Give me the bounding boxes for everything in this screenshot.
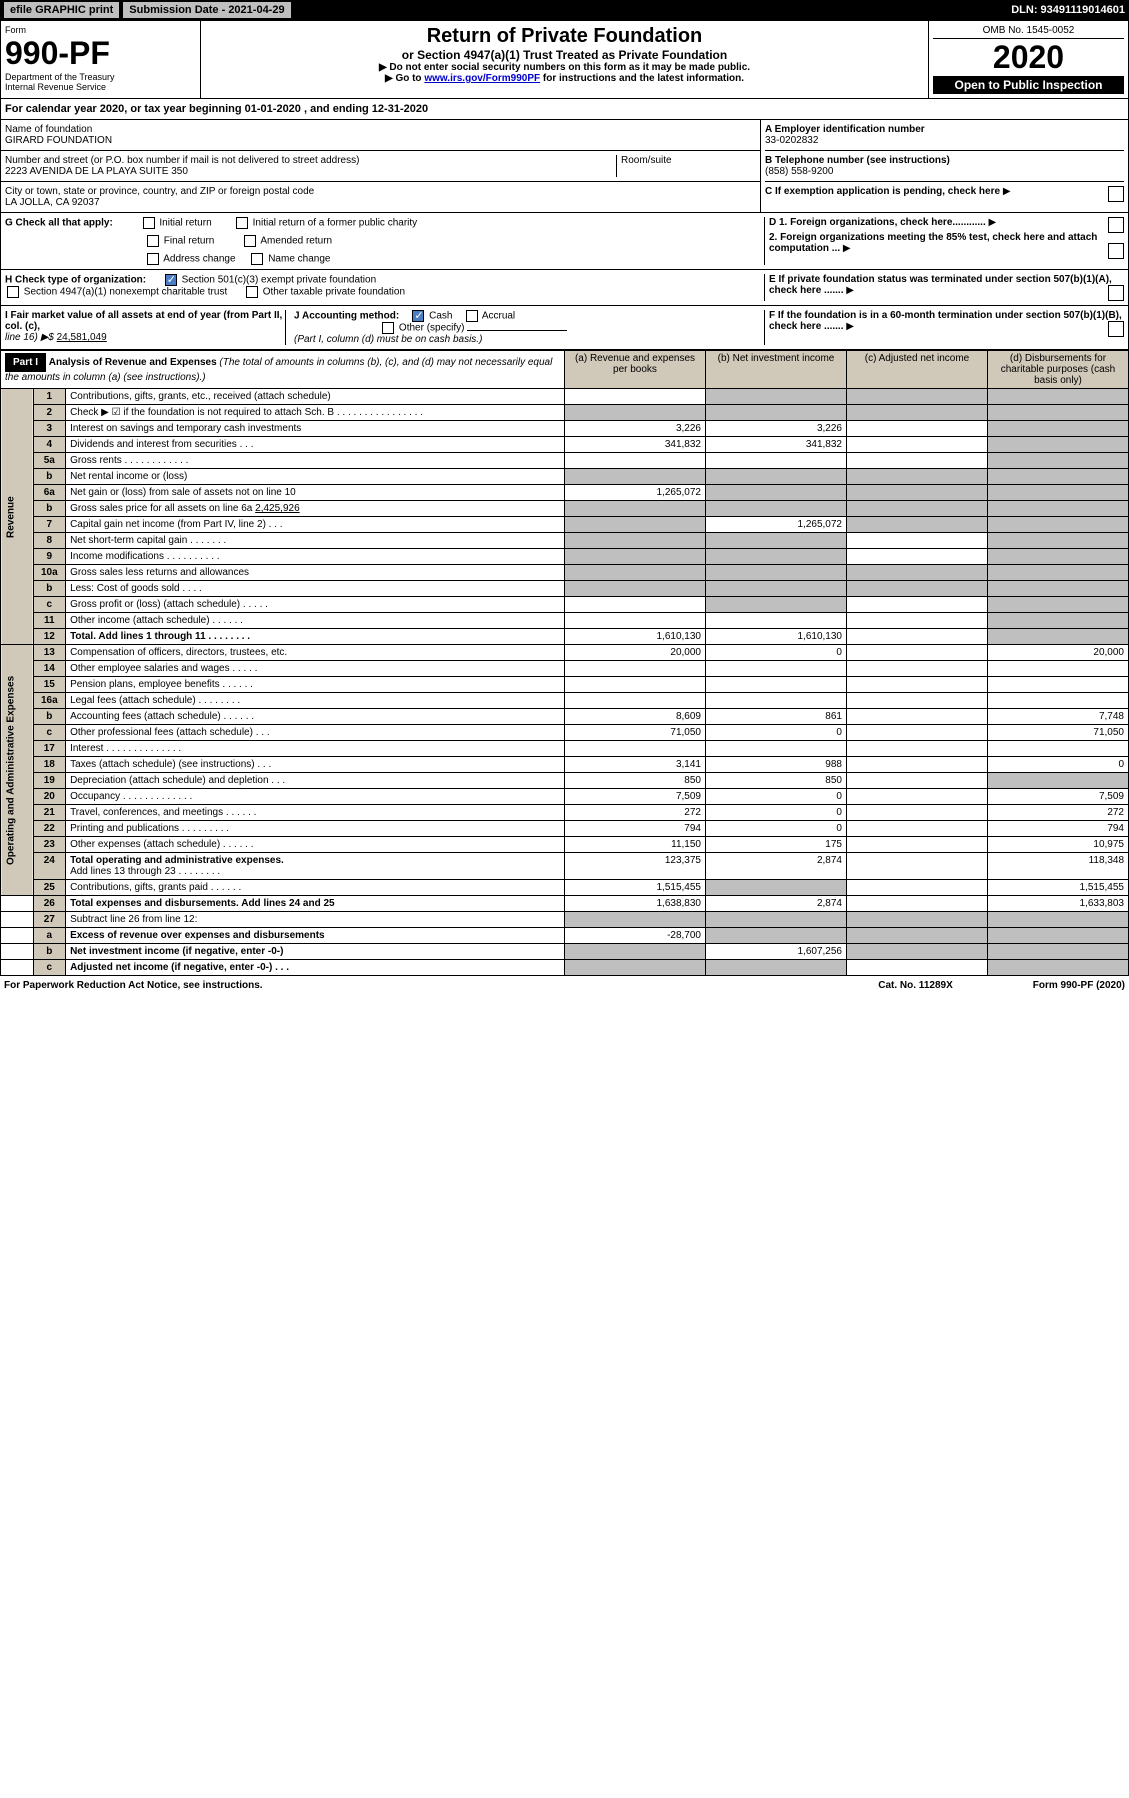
footer-left: For Paperwork Reduction Act Notice, see … [4, 980, 263, 991]
dln-text: DLN: 93491119014601 [1011, 4, 1125, 16]
c-check: C If exemption application is pending, c… [765, 186, 1124, 197]
col-c: (c) Adjusted net income [846, 351, 987, 389]
form-label: Form [5, 25, 196, 35]
h-left: H Check type of organization: Section 50… [5, 274, 765, 301]
name-cell: Name of foundation GIRARD FOUNDATION [1, 120, 760, 151]
efile-button[interactable]: efile GRAPHIC print [4, 2, 119, 18]
irs-text: Internal Revenue Service [5, 82, 196, 92]
other-tax-checkbox[interactable] [246, 286, 258, 298]
addr-cell: Number and street (or P.O. box number if… [1, 151, 760, 182]
4947-checkbox[interactable] [7, 286, 19, 298]
header-bar: efile GRAPHIC print Submission Date - 20… [0, 0, 1129, 20]
footer: For Paperwork Reduction Act Notice, see … [0, 976, 1129, 995]
omb-text: OMB No. 1545-0052 [933, 25, 1124, 39]
footer-cat: Cat. No. 11289X [878, 980, 952, 991]
submission-date-button[interactable]: Submission Date - 2021-04-29 [123, 2, 290, 18]
form-left: Form 990-PF Department of the Treasury I… [1, 21, 201, 98]
address: 2223 AVENIDA DE LA PLAYA SUITE 350 [5, 166, 616, 177]
footer-form: Form 990-PF (2020) [1033, 980, 1125, 991]
e-right: E If private foundation status was termi… [765, 274, 1124, 301]
form-note1: ▶ Do not enter social security numbers o… [205, 62, 924, 73]
form-right: OMB No. 1545-0052 2020 Open to Public In… [928, 21, 1128, 98]
final-checkbox[interactable] [147, 235, 159, 247]
irs-link[interactable]: www.irs.gov/Form990PF [424, 73, 540, 84]
inspect-text: Open to Public Inspection [933, 76, 1124, 94]
name-change-checkbox[interactable] [251, 253, 263, 265]
col-a: (a) Revenue and expenses per books [564, 351, 705, 389]
expenses-label: Operating and Administrative Expenses [1, 645, 34, 896]
initial-checkbox[interactable] [143, 217, 155, 229]
d-right: D 1. Foreign organizations, check here..… [765, 217, 1124, 265]
form-number: 990-PF [5, 35, 196, 72]
revenue-label: Revenue [1, 389, 34, 645]
form-note2: ▶ Go to www.irs.gov/Form990PF for instru… [205, 73, 924, 84]
phone: (858) 558-9200 [765, 166, 1124, 177]
501c3-checkbox[interactable] [165, 274, 177, 286]
fmv-value: 24,581,049 [57, 332, 107, 343]
year-text: 2020 [933, 39, 1124, 76]
f-right: F If the foundation is in a 60-month ter… [765, 310, 1124, 345]
accrual-checkbox[interactable] [466, 310, 478, 322]
dept-text: Department of the Treasury [5, 72, 196, 82]
ij-section: I Fair market value of all assets at end… [0, 306, 1129, 350]
city-cell: City or town, state or province, country… [1, 182, 760, 212]
amended-checkbox[interactable] [244, 235, 256, 247]
part1-table: Part I Analysis of Revenue and Expenses … [0, 350, 1129, 976]
info-left: Name of foundation GIRARD FOUNDATION Num… [1, 120, 761, 212]
info-right: A Employer identification number 33-0202… [761, 120, 1128, 212]
foundation-name: GIRARD FOUNDATION [5, 135, 756, 146]
initial-former-checkbox[interactable] [236, 217, 248, 229]
part1-label: Part I [5, 353, 46, 372]
city: LA JOLLA, CA 92037 [5, 197, 756, 208]
col-b: (b) Net investment income [705, 351, 846, 389]
form-title: Return of Private Foundation [205, 25, 924, 48]
h-section: H Check type of organization: Section 50… [0, 270, 1129, 306]
form-subtitle: or Section 4947(a)(1) Trust Treated as P… [205, 48, 924, 62]
form-header: Form 990-PF Department of the Treasury I… [0, 20, 1129, 99]
form-center: Return of Private Foundation or Section … [201, 21, 928, 98]
info-section: Name of foundation GIRARD FOUNDATION Num… [0, 120, 1129, 213]
address-checkbox[interactable] [147, 253, 159, 265]
col-d: (d) Disbursements for charitable purpose… [987, 351, 1128, 389]
i-left: I Fair market value of all assets at end… [5, 310, 765, 345]
cal-year: For calendar year 2020, or tax year begi… [0, 99, 1129, 120]
g-section: G Check all that apply: Initial return I… [0, 213, 1129, 270]
other-method-checkbox[interactable] [382, 322, 394, 334]
g-left: G Check all that apply: Initial return I… [5, 217, 765, 265]
cash-checkbox[interactable] [412, 310, 424, 322]
ein: 33-0202832 [765, 135, 1124, 146]
